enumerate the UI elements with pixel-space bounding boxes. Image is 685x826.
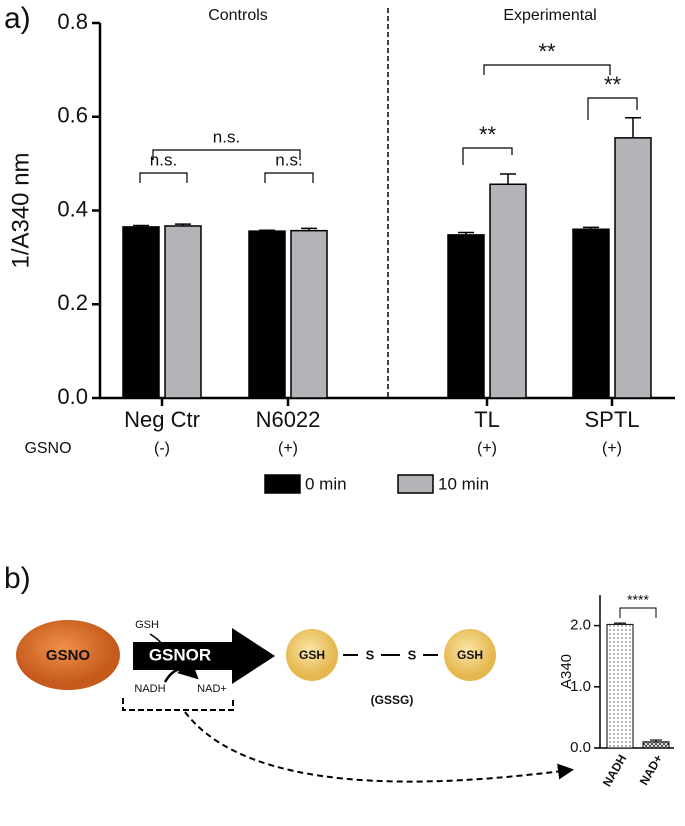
y-axis-label: A340: [558, 654, 575, 689]
sig-bracket: [587, 97, 638, 120]
bar: [290, 229, 328, 399]
section-label: Experimental: [503, 7, 596, 24]
sig-label: n.s.: [213, 127, 240, 146]
x-tick-label: Neg Ctr: [124, 407, 200, 432]
bond: S: [408, 647, 417, 662]
sig-label: **: [538, 39, 556, 64]
bar: [642, 741, 670, 749]
bar: [572, 228, 610, 399]
product: GSH: [457, 648, 483, 662]
gsh-shape: [286, 629, 338, 681]
error-bar: [500, 173, 516, 185]
nadh: NADH: [134, 683, 165, 695]
cofactor: GSH: [135, 619, 159, 631]
bar: [164, 225, 202, 399]
error-bar: [625, 116, 641, 138]
sig-bracket: [619, 607, 657, 618]
x-tick-label: NAD+: [637, 752, 666, 788]
error-bar: [650, 739, 662, 742]
cofactor-arrow: [149, 633, 166, 649]
y-tick-label: 2.0: [570, 617, 591, 634]
bar: [489, 183, 527, 399]
row-label: GSNO: [24, 440, 71, 457]
sig-bracket: [264, 172, 314, 183]
enzyme: GSNOR: [149, 645, 211, 664]
bracket: [122, 698, 234, 711]
y-tick-label: 0.2: [57, 290, 88, 315]
panel-label: b): [4, 562, 31, 595]
sig-label: n.s.: [150, 150, 177, 169]
product-name: (GSSG): [371, 693, 414, 707]
enzyme-arrow: [133, 628, 275, 684]
error-bar: [301, 227, 317, 231]
sig-label: **: [479, 122, 497, 147]
error-bar: [583, 226, 599, 230]
product: GSH: [299, 648, 325, 662]
sig-label: **: [604, 72, 622, 97]
y-tick-label: 0.4: [57, 196, 88, 221]
y-tick-label: 0.8: [57, 9, 88, 34]
row-value: (-): [154, 440, 170, 457]
legend-swatch: [397, 474, 434, 494]
x-tick-label: SPTL: [584, 407, 639, 432]
y-tick-label: 0.6: [57, 103, 88, 128]
legend-label: 0 min: [305, 474, 347, 493]
bond: S: [366, 647, 375, 662]
bar: [447, 234, 485, 399]
error-bar: [458, 231, 474, 235]
legend-label: 10 min: [438, 474, 489, 493]
nadh-arrow: [163, 658, 199, 683]
y-tick-label: 0.0: [570, 739, 591, 756]
gsno-shape: [16, 620, 120, 690]
section-label: Controls: [208, 7, 268, 24]
gsh-shape: [444, 629, 496, 681]
error-bar: [259, 229, 275, 232]
sig-bracket: [139, 172, 188, 183]
y-tick-label: 0.0: [57, 384, 88, 409]
y-axis-label: 1/A340 nm: [7, 152, 34, 268]
bar: [606, 623, 634, 749]
link-arrow: [184, 711, 574, 783]
nad: NAD+: [197, 683, 227, 695]
error-bar: [614, 622, 626, 625]
sig-bracket: [483, 64, 611, 75]
substrate: GSNO: [46, 647, 91, 664]
bar: [248, 230, 286, 399]
x-tick-label: TL: [474, 407, 500, 432]
error-bar: [133, 224, 149, 227]
bar: [122, 226, 160, 399]
row-value: (+): [477, 440, 497, 457]
row-value: (+): [602, 440, 622, 457]
x-tick-label: NADH: [600, 752, 629, 789]
panel-label: a): [4, 2, 31, 35]
y-tick-label: 1.0: [570, 678, 591, 695]
sig-bracket: [152, 149, 301, 160]
sig-label: ****: [627, 592, 649, 608]
row-value: (+): [278, 440, 298, 457]
bar: [614, 137, 652, 399]
sig-label: n.s.: [275, 150, 302, 169]
sig-bracket: [462, 147, 513, 165]
legend-swatch: [264, 474, 301, 494]
x-tick-label: N6022: [256, 407, 321, 432]
error-bar: [175, 223, 191, 226]
